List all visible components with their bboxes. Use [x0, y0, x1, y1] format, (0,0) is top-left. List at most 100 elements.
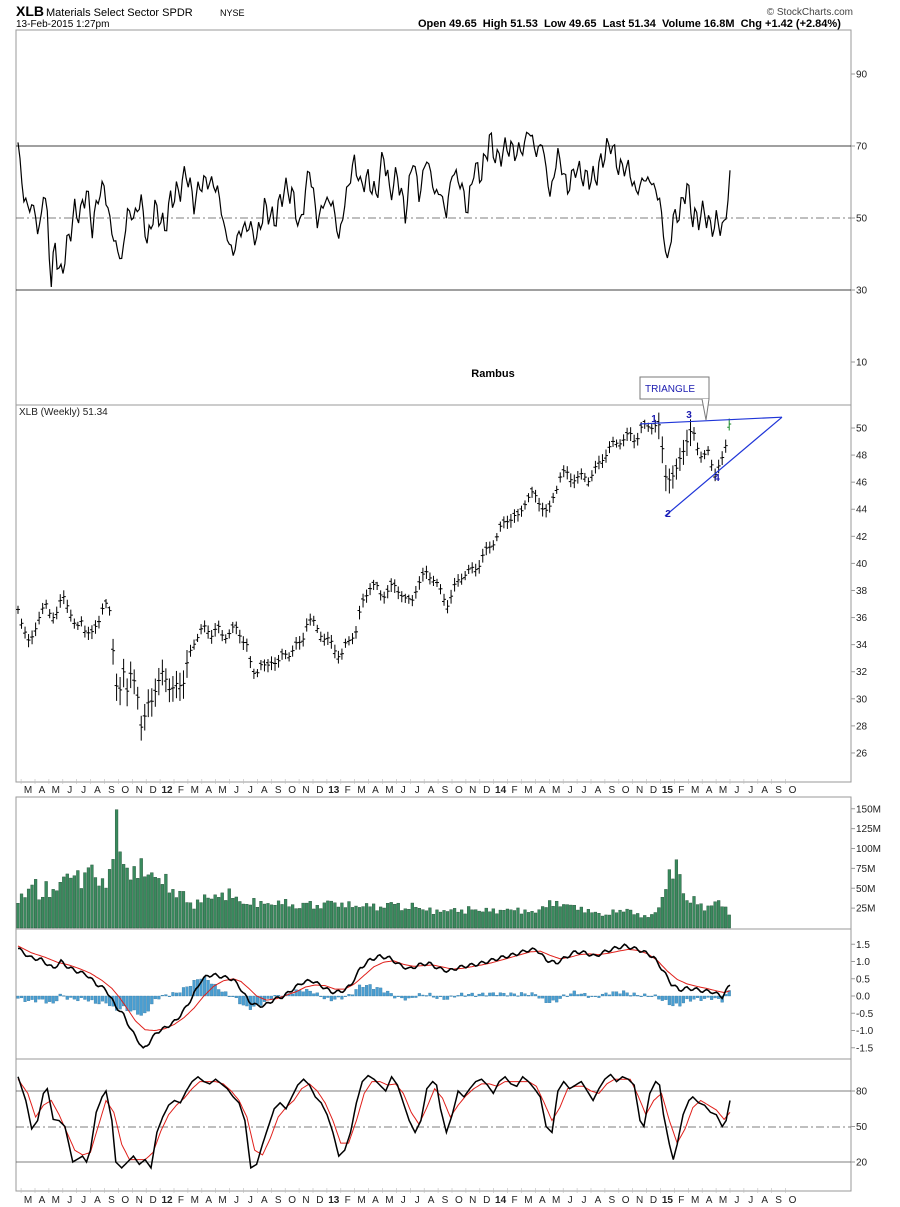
volume-bar: [199, 902, 203, 929]
volume-bar: [97, 885, 101, 929]
xaxis-bottom-label: 15: [662, 1195, 674, 1206]
xaxis-bottom-label: M: [218, 1195, 226, 1206]
triangle-annotation: TRIANGLE: [639, 376, 710, 421]
macd-histogram-bar: [305, 989, 309, 997]
wave-label-3: 3: [686, 410, 692, 421]
volume-bar: [565, 904, 569, 929]
volume-bar: [69, 877, 73, 929]
xaxis-top-label: 14: [495, 785, 507, 796]
volume-bar: [523, 909, 527, 929]
xaxis-top-label: M: [524, 785, 532, 796]
macd-histogram-bar: [671, 995, 675, 1007]
macd-histogram-bar: [646, 995, 650, 997]
volume-bar: [329, 900, 333, 929]
volume-bar: [347, 901, 351, 929]
macd-histogram-bar: [259, 995, 263, 1006]
macd-histogram-bar: [181, 987, 186, 997]
macd-histogram-bar: [431, 995, 436, 998]
volume-bar: [555, 900, 559, 929]
xaxis-top-label: J: [81, 785, 86, 796]
volume-bar: [315, 905, 319, 929]
volume-bar: [51, 889, 55, 929]
rsi-ticks-tick-label: 10: [856, 358, 868, 369]
macd-histogram-bar: [329, 995, 333, 1002]
macd-ticks-tick-label: 1.0: [856, 957, 870, 968]
volume-bar: [139, 858, 143, 929]
macd-histogram-bar: [48, 995, 52, 1002]
xaxis-bottom-label: M: [385, 1195, 393, 1206]
volume-bar: [350, 907, 355, 929]
macd-histogram-bar: [69, 995, 73, 998]
volume-bar: [111, 859, 115, 929]
xaxis-top-label: D: [650, 785, 657, 796]
macd-histogram-bar: [667, 995, 671, 1006]
volume-bar: [273, 905, 277, 929]
xaxis-top-label: N: [469, 785, 476, 796]
security-name: Materials Select Sector SPDR: [46, 7, 193, 19]
macd-histogram-bar: [505, 995, 509, 997]
volume-bar: [533, 912, 538, 929]
volume-bar: [389, 902, 393, 929]
macd-histogram-bar: [333, 995, 337, 1000]
price-ticks-tick-label: 50: [856, 424, 868, 435]
volume-axis: 150M 125M 100M 75M 50M 25M: [851, 804, 881, 915]
xaxis-bottom-label: O: [288, 1195, 296, 1206]
volume-bar: [667, 869, 671, 929]
xaxis-bottom-label: S: [608, 1195, 615, 1206]
rsi-ticks-tick-label: 70: [856, 142, 868, 153]
xaxis-bottom-label: A: [428, 1195, 435, 1206]
macd-histogram-bar: [664, 995, 668, 1000]
volume-bar: [181, 891, 186, 929]
price-legend: XLB (Weekly) 51.34: [19, 407, 108, 418]
macd-histogram-bar: [410, 995, 414, 998]
macd-histogram-bar: [407, 995, 411, 999]
volume-bar: [238, 901, 242, 929]
macd-histogram-bar: [470, 992, 474, 997]
macd-histogram-bar: [498, 992, 502, 997]
exchange-label: NYSE: [220, 8, 245, 18]
macd-histogram-bar: [132, 995, 136, 1011]
macd-histogram-bar: [681, 995, 685, 1004]
xaxis-bottom-label: J: [415, 1195, 420, 1206]
xaxis-top-label: F: [178, 785, 184, 796]
volume-bar: [572, 904, 576, 929]
macd-histogram-bar: [460, 992, 464, 997]
vol-ticks-tick-label: 150M: [856, 804, 881, 815]
xaxis-top-label: M: [191, 785, 199, 796]
macd-histogram-bar: [171, 992, 175, 997]
macd-histogram-bar: [72, 995, 76, 1000]
xaxis-top-label: 12: [161, 785, 173, 796]
volume-bar: [83, 872, 87, 929]
xaxis-bottom-label: J: [401, 1195, 406, 1206]
volume-bar: [298, 908, 302, 929]
macd-histogram-bar: [643, 993, 647, 997]
macd-histogram-bar: [150, 995, 154, 1005]
volume-bar: [509, 909, 513, 929]
xaxis-bottom-label: S: [775, 1195, 782, 1206]
volume-bar: [576, 909, 580, 929]
macd-histogram-bar: [435, 995, 439, 999]
xaxis-bottom-label: M: [191, 1195, 199, 1206]
volume-bar: [118, 851, 122, 929]
macd-histogram-bar: [688, 995, 693, 1002]
volume-bar: [657, 907, 661, 929]
stoch-ticks-tick-label: 50: [856, 1122, 868, 1133]
volume-bar: [248, 904, 252, 929]
volume-bar: [262, 903, 267, 929]
volume-bar: [681, 893, 686, 929]
volume-bar: [245, 904, 249, 929]
xaxis-top-label: O: [789, 785, 797, 796]
macd-histogram-bar: [474, 995, 478, 997]
volume-bar: [361, 906, 365, 929]
xaxis-bottom-label: J: [234, 1195, 239, 1206]
volume-bar: [294, 908, 298, 929]
volume-bar: [114, 809, 119, 929]
volume-bar: [23, 897, 27, 929]
macd-histogram-bar: [294, 989, 298, 997]
xaxis-top-label: A: [428, 785, 435, 796]
macd-histogram-bar: [699, 995, 703, 1001]
macd-histogram-bar: [495, 995, 499, 997]
volume-bar: [424, 910, 429, 929]
volume-bar: [269, 904, 274, 929]
xaxis-bottom-label: M: [357, 1195, 365, 1206]
